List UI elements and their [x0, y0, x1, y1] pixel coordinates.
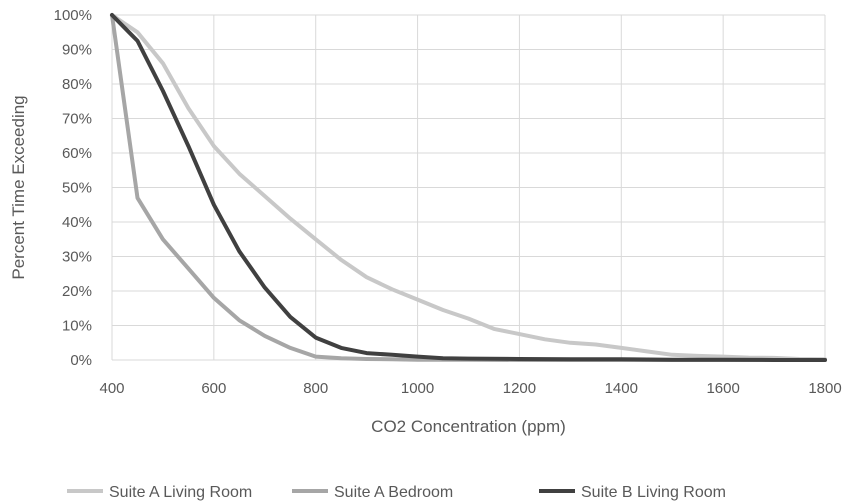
y-tick-label: 20%	[62, 283, 92, 300]
x-tick-label: 600	[201, 380, 226, 397]
y-tick-label: 80%	[62, 76, 92, 93]
horizontal-gridlines	[112, 14, 825, 361]
x-tick-label: 1400	[605, 380, 638, 397]
y-axis-tick-labels: 0% 10% 20% 30% 40% 50% 60% 70% 80% 90% 100%	[54, 7, 92, 369]
y-tick-label: 0%	[70, 352, 92, 369]
x-tick-label: 400	[99, 380, 124, 397]
y-tick-label: 100%	[54, 7, 92, 24]
x-tick-label: 1000	[401, 380, 434, 397]
vertical-gridlines	[111, 15, 826, 360]
y-tick-label: 70%	[62, 111, 92, 128]
y-tick-label: 10%	[62, 318, 92, 335]
y-tick-label: 50%	[62, 180, 92, 197]
series-line-3	[110, 13, 827, 362]
x-axis-title: CO2 Concentration (ppm)	[371, 417, 566, 436]
series-lines	[110, 13, 827, 362]
legend-label: Suite B Living Room	[581, 484, 726, 501]
x-tick-label: 1200	[503, 380, 536, 397]
series-line-1	[110, 13, 827, 362]
legend-label: Suite A Bedroom	[334, 484, 453, 501]
y-tick-label: 60%	[62, 145, 92, 162]
x-tick-label: 1600	[706, 380, 739, 397]
x-axis-tick-labels: 400 600 800 1000 1200 1400 1600 1800	[99, 380, 841, 397]
legend-label: Suite A Living Room	[109, 484, 252, 501]
x-tick-label: 1800	[808, 380, 841, 397]
y-axis-title: Percent Time Exceeding	[9, 95, 28, 279]
y-tick-label: 90%	[62, 42, 92, 59]
y-tick-label: 30%	[62, 249, 92, 266]
legend: Suite A Living Room Suite A Bedroom Suite …	[67, 484, 726, 501]
x-tick-label: 800	[303, 380, 328, 397]
y-tick-label: 40%	[62, 214, 92, 231]
